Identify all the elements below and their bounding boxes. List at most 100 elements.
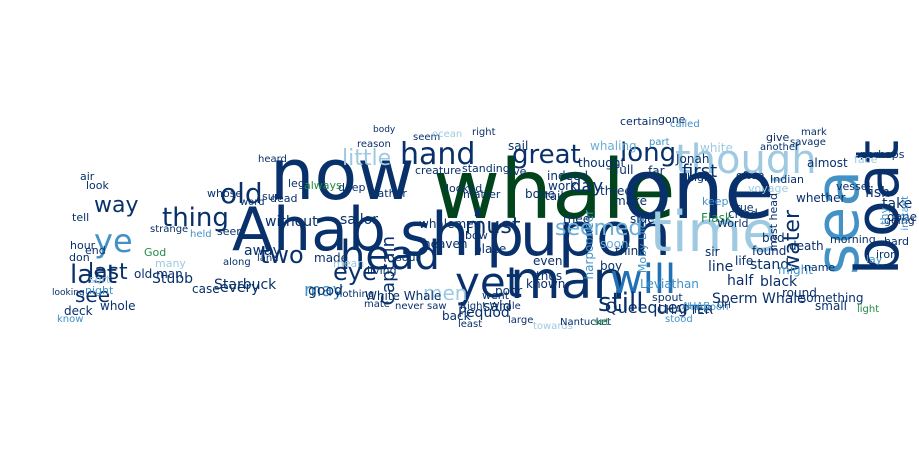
cloud-word: look bbox=[86, 179, 109, 192]
cloud-word: thee bbox=[563, 212, 591, 226]
cloud-word: Starbuck bbox=[214, 277, 277, 293]
cloud-word: live bbox=[507, 165, 527, 178]
cloud-word: first bbox=[682, 161, 718, 182]
cloud-word: side bbox=[630, 212, 655, 226]
cloud-word: every bbox=[220, 280, 260, 296]
cloud-word: seem bbox=[413, 132, 441, 143]
cloud-word: creature bbox=[415, 164, 462, 177]
cloud-word: deck bbox=[64, 304, 93, 318]
cloud-word: going bbox=[884, 214, 915, 227]
cloud-word: thus bbox=[536, 269, 563, 283]
cloud-word: last bbox=[70, 260, 117, 290]
cloud-word: though bbox=[675, 137, 817, 183]
cloud-word: round bbox=[782, 286, 817, 300]
cloud-word: Right Whale bbox=[460, 301, 521, 312]
cloud-word: stand bbox=[750, 257, 790, 273]
cloud-word: whether bbox=[796, 191, 846, 205]
cloud-word: seemed bbox=[555, 216, 643, 241]
cloud-word: old man bbox=[134, 267, 183, 281]
cloud-word: Leviathan bbox=[640, 277, 699, 291]
cloud-word: half bbox=[727, 273, 754, 289]
cloud-word: deep bbox=[338, 181, 366, 194]
cloud-word: take bbox=[882, 196, 913, 212]
cloud-word: life bbox=[735, 254, 754, 268]
cloud-word: upon bbox=[520, 200, 671, 270]
cloud-word: one bbox=[622, 143, 775, 238]
cloud-word: certain bbox=[620, 115, 659, 128]
cloud-word: without bbox=[265, 214, 318, 230]
cloud-word: hand bbox=[400, 137, 476, 172]
cloud-word: reason bbox=[357, 139, 391, 150]
cloud-word: tell bbox=[72, 211, 90, 224]
cloud-word: black bbox=[760, 274, 798, 290]
cloud-word: keep bbox=[702, 195, 729, 208]
cloud-word: Queequeg bbox=[605, 298, 688, 317]
cloud-word: see bbox=[75, 283, 111, 307]
cloud-word: Ahab bbox=[232, 195, 386, 265]
cloud-word: might bbox=[778, 263, 813, 277]
cloud-word: hour bbox=[70, 239, 96, 252]
cloud-word: matter bbox=[463, 188, 501, 201]
cloud-word: land bbox=[257, 253, 279, 264]
cloud-word: said bbox=[483, 299, 512, 315]
cloud-word: way bbox=[94, 193, 139, 218]
cloud-word: know bbox=[57, 314, 84, 325]
cloud-word: case bbox=[192, 282, 220, 296]
cloud-word: mate bbox=[364, 299, 390, 310]
cloud-word: whose bbox=[207, 187, 243, 200]
cloud-word: sailor bbox=[340, 212, 378, 228]
cloud-word: living bbox=[367, 264, 397, 277]
cloud-word: sail bbox=[508, 139, 529, 153]
cloud-word: end bbox=[85, 244, 106, 257]
cloud-word: night bbox=[85, 284, 114, 297]
cloud-word: word bbox=[240, 197, 265, 208]
cloud-word: make bbox=[614, 194, 647, 208]
cloud-word: time bbox=[650, 200, 777, 265]
cloud-word: part bbox=[649, 137, 670, 148]
cloud-word: must bbox=[465, 214, 521, 239]
cloud-word: ship bbox=[400, 200, 525, 270]
cloud-word: whaling bbox=[590, 139, 637, 153]
cloud-word: last bbox=[88, 260, 128, 285]
cloud-word: soul bbox=[396, 251, 419, 264]
cloud-word: sir bbox=[705, 245, 720, 259]
cloud-word: CHAPTER bbox=[657, 303, 714, 317]
cloud-word: lay bbox=[866, 253, 883, 266]
cloud-word: mean bbox=[333, 257, 365, 270]
cloud-word: whole bbox=[100, 299, 136, 313]
cloud-word: saw bbox=[427, 301, 447, 312]
cloud-word: great bbox=[512, 140, 581, 170]
cloud-word: iron bbox=[876, 248, 898, 261]
cloud-word: poor bbox=[495, 284, 523, 298]
cloud-word: feel bbox=[694, 305, 713, 316]
cloud-word: sort bbox=[89, 273, 111, 286]
cloud-word: mark bbox=[801, 127, 827, 138]
cloud-word: whale bbox=[433, 143, 676, 238]
cloud-word: soon bbox=[600, 237, 629, 251]
cloud-word: along bbox=[223, 257, 251, 268]
cloud-word: ye bbox=[94, 222, 133, 260]
cloud-word: Flask bbox=[701, 211, 732, 225]
cloud-word: strange bbox=[150, 224, 189, 235]
cloud-word: indeed bbox=[547, 169, 588, 183]
cloud-word: cried bbox=[728, 207, 758, 221]
cloud-word: away bbox=[244, 243, 281, 259]
cloud-word: give bbox=[766, 131, 790, 144]
cloud-word: little bbox=[342, 146, 392, 171]
cloud-word: seen bbox=[217, 225, 244, 238]
cloud-word: White Whale bbox=[365, 289, 442, 303]
cloud-word: Jonah bbox=[676, 152, 710, 166]
cloud-word: often bbox=[736, 169, 765, 182]
cloud-word: ocean bbox=[432, 129, 463, 140]
cloud-word: Indian bbox=[770, 173, 804, 186]
cloud-word: may bbox=[304, 280, 344, 301]
cloud-word: heard bbox=[258, 154, 287, 165]
cloud-word: looked bbox=[446, 182, 483, 195]
cloud-word: standing bbox=[462, 162, 510, 175]
cloud-word: bow bbox=[465, 229, 488, 242]
cloud-word: name bbox=[804, 261, 836, 274]
cloud-word: don bbox=[69, 251, 90, 264]
cloud-word: day bbox=[570, 176, 604, 197]
cloud-word: another bbox=[760, 142, 800, 153]
cloud-word: now bbox=[270, 134, 415, 216]
